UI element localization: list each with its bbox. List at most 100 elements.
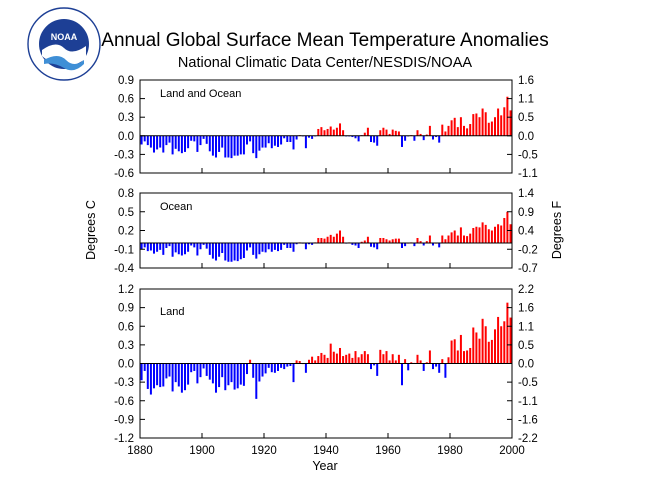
bar-1976: [438, 363, 441, 373]
bar-1917: [255, 363, 258, 399]
bar-1886: [159, 243, 162, 250]
bar-1939: [323, 130, 326, 136]
bar-1957: [379, 349, 382, 364]
bar-1994: [494, 226, 496, 243]
bar-1890: [171, 243, 174, 257]
bar-1971: [422, 135, 425, 141]
bar-1956: [376, 135, 379, 146]
bar-1924: [277, 363, 279, 371]
bar-1962: [394, 130, 397, 136]
bar-1997: [503, 107, 506, 136]
bar-1889: [168, 243, 171, 247]
bar-1990: [481, 108, 484, 136]
bar-1937: [317, 356, 320, 364]
bar-1923: [273, 243, 276, 250]
bar-1910: [233, 135, 236, 156]
bar-1940: [326, 128, 329, 136]
bar-1970: [419, 360, 422, 364]
bar-1969: [416, 130, 419, 136]
bar-1887: [162, 243, 165, 255]
bar-1976: [438, 243, 441, 248]
bar-1952: [363, 351, 366, 364]
y-tick-label-left: -0.6: [114, 396, 134, 408]
bar-1884: [153, 363, 155, 389]
bar-1977: [441, 359, 444, 364]
bar-1925: [280, 135, 283, 145]
bar-1937: [317, 128, 320, 136]
bar-1889: [168, 135, 171, 143]
bar-1955: [373, 363, 376, 366]
y-tick-label-left: 1.2: [118, 284, 134, 296]
bar-1913: [242, 135, 245, 155]
bar-1968: [413, 243, 416, 247]
bar-1891: [174, 135, 177, 149]
bar-1893: [180, 135, 183, 154]
bar-1987: [472, 114, 475, 136]
bar-1895: [187, 243, 190, 252]
y-tick-label-right: -1.1: [518, 168, 538, 180]
bar-1916: [252, 363, 255, 378]
y-tick-label-left: 0.0: [118, 131, 134, 143]
bar-1921: [267, 363, 270, 368]
bar-1935: [311, 356, 314, 364]
bar-1947: [348, 353, 351, 364]
bar-1906: [221, 135, 224, 148]
bar-1969: [416, 354, 419, 364]
bar-1996: [500, 326, 503, 364]
bar-1925: [280, 243, 283, 250]
y-tick-label-right: 0.4: [518, 226, 535, 238]
bar-1961: [391, 129, 394, 136]
bar-1884: [153, 243, 155, 254]
bar-1984: [463, 235, 465, 243]
bar-1949: [354, 243, 357, 246]
bar-1917: [255, 135, 258, 159]
bar-1911: [236, 363, 239, 389]
bar-1944: [339, 347, 341, 364]
noaa-logo-text: NOAA: [51, 32, 78, 42]
bar-1963: [397, 354, 400, 364]
bar-1909: [230, 135, 233, 159]
bar-1948: [351, 357, 354, 364]
bar-1944: [339, 230, 341, 243]
bar-1912: [239, 363, 242, 385]
bar-1989: [478, 117, 481, 136]
bar-1941: [329, 343, 332, 364]
bar-1912: [239, 243, 242, 260]
plot-frame: [139, 192, 513, 269]
bar-1942: [332, 351, 335, 364]
bar-1933: [304, 363, 307, 373]
y-tick-label-left: 0.3: [118, 112, 134, 124]
bar-1927: [286, 363, 289, 367]
bar-1917: [255, 243, 258, 259]
bar-1986: [469, 347, 472, 364]
bar-1954: [370, 363, 372, 370]
bar-1881: [143, 363, 146, 371]
y-tick-label-right: 0.0: [518, 131, 534, 143]
bar-1885: [156, 243, 159, 252]
y-tick-label-right: 1.6: [518, 303, 534, 315]
bar-1964: [401, 363, 403, 386]
bar-1914: [246, 363, 248, 375]
bar-1928: [289, 243, 292, 248]
bar-1897: [193, 135, 196, 142]
bar-1974: [432, 363, 434, 370]
bar-1900: [202, 243, 205, 245]
bar-1899: [199, 243, 202, 250]
y-tick-label-right: -0.2: [518, 244, 538, 256]
bar-1920: [264, 243, 267, 253]
bar-1975: [435, 135, 438, 138]
bar-1882: [146, 363, 149, 389]
x-tick-label: 1980: [437, 445, 463, 457]
panel-label: Land and Ocean: [160, 88, 241, 100]
bar-1953: [366, 354, 369, 364]
bar-1988: [475, 332, 478, 364]
bar-1993: [490, 230, 493, 243]
bar-1940: [326, 357, 329, 364]
noaa-logo: NOAA: [27, 7, 101, 81]
bar-1910: [233, 243, 236, 261]
bar-1941: [329, 126, 332, 136]
bar-1890: [171, 363, 174, 392]
bar-1907: [224, 243, 227, 261]
bar-1898: [196, 243, 199, 256]
